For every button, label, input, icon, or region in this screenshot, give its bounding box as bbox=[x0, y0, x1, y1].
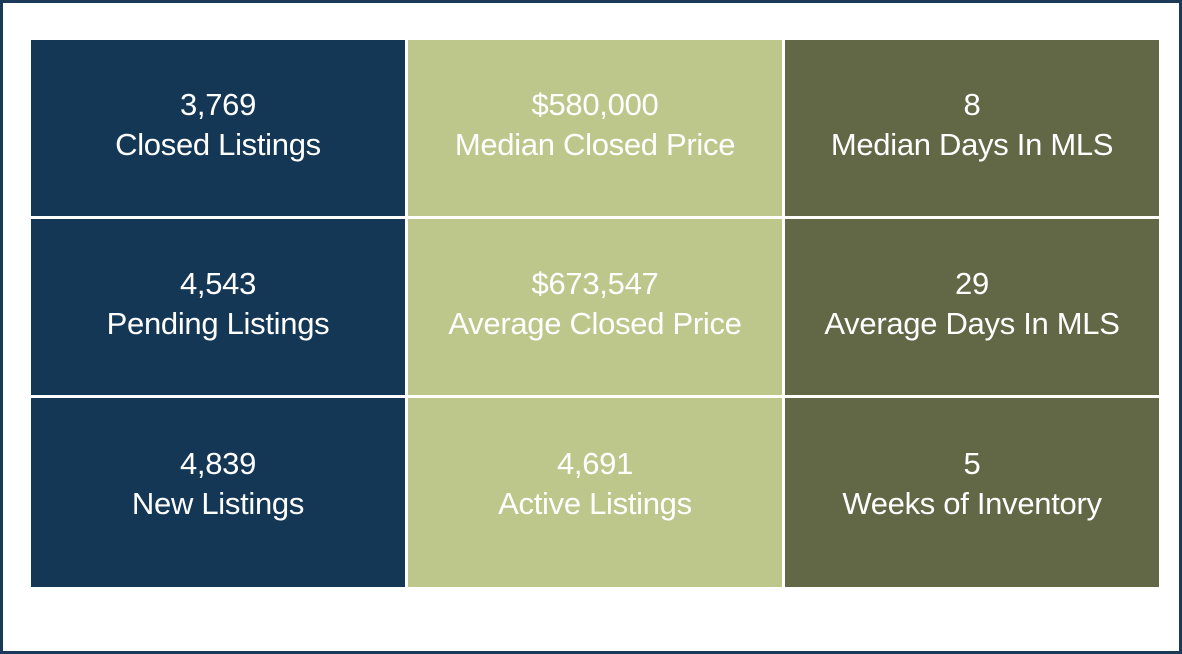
stat-label: Pending Listings bbox=[106, 306, 330, 341]
stat-tile-median-days-in-mls: 8 Median Days In MLS bbox=[785, 40, 1159, 216]
stat-value: 3,769 bbox=[179, 87, 257, 122]
stat-label: Average Closed Price bbox=[448, 306, 742, 341]
stat-tile-new-listings: 4,839 New Listings bbox=[31, 398, 405, 587]
stat-tile-weeks-of-inventory: 5 Weeks of Inventory bbox=[785, 398, 1159, 587]
stat-value: 29 bbox=[955, 266, 989, 301]
stat-value: 4,543 bbox=[179, 266, 257, 301]
stat-value: 4,691 bbox=[556, 445, 634, 481]
stat-label: Average Days In MLS bbox=[824, 306, 1120, 341]
stat-label: Weeks of Inventory bbox=[842, 485, 1102, 521]
stat-label: Active Listings bbox=[498, 485, 692, 521]
stat-label: Median Closed Price bbox=[454, 127, 736, 162]
stat-tile-average-closed-price: $673,547 Average Closed Price bbox=[408, 219, 782, 395]
stat-value: $673,547 bbox=[531, 266, 659, 301]
stat-value: 8 bbox=[963, 87, 981, 122]
stat-label: Median Days In MLS bbox=[830, 127, 1114, 162]
stat-tile-closed-listings: 3,769 Closed Listings bbox=[31, 40, 405, 216]
stat-tile-average-days-in-mls: 29 Average Days In MLS bbox=[785, 219, 1159, 395]
stat-tile-median-closed-price: $580,000 Median Closed Price bbox=[408, 40, 782, 216]
stat-tile-pending-listings: 4,543 Pending Listings bbox=[31, 219, 405, 395]
stat-value: 5 bbox=[963, 445, 981, 481]
stat-tile-active-listings: 4,691 Active Listings bbox=[408, 398, 782, 587]
stat-label: New Listings bbox=[131, 485, 305, 521]
stat-value: $580,000 bbox=[531, 87, 659, 122]
stat-value: 4,839 bbox=[179, 445, 257, 481]
stats-grid: 3,769 Closed Listings $580,000 Median Cl… bbox=[31, 40, 1159, 587]
stat-label: Closed Listings bbox=[115, 127, 321, 162]
